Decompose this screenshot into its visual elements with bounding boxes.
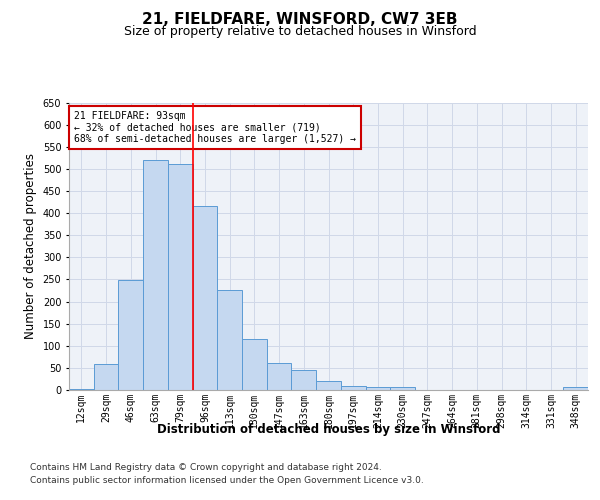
Text: Contains HM Land Registry data © Crown copyright and database right 2024.: Contains HM Land Registry data © Crown c…: [30, 462, 382, 471]
Text: 21, FIELDFARE, WINSFORD, CW7 3EB: 21, FIELDFARE, WINSFORD, CW7 3EB: [142, 12, 458, 28]
Text: 21 FIELDFARE: 93sqm
← 32% of detached houses are smaller (719)
68% of semi-detac: 21 FIELDFARE: 93sqm ← 32% of detached ho…: [74, 111, 356, 144]
Text: Size of property relative to detached houses in Winsford: Size of property relative to detached ho…: [124, 25, 476, 38]
Text: Contains public sector information licensed under the Open Government Licence v3: Contains public sector information licen…: [30, 476, 424, 485]
Bar: [341, 386, 365, 390]
Bar: [242, 339, 267, 390]
Bar: [69, 389, 94, 390]
Bar: [267, 362, 292, 390]
Bar: [143, 160, 168, 390]
Bar: [94, 364, 118, 390]
Bar: [217, 290, 242, 390]
Text: Distribution of detached houses by size in Winsford: Distribution of detached houses by size …: [157, 422, 500, 436]
Y-axis label: Number of detached properties: Number of detached properties: [24, 153, 37, 340]
Bar: [118, 280, 143, 390]
Bar: [563, 387, 588, 390]
Bar: [390, 387, 415, 390]
Bar: [365, 387, 390, 390]
Bar: [292, 370, 316, 390]
Bar: [316, 381, 341, 390]
Bar: [168, 164, 193, 390]
Bar: [193, 206, 217, 390]
